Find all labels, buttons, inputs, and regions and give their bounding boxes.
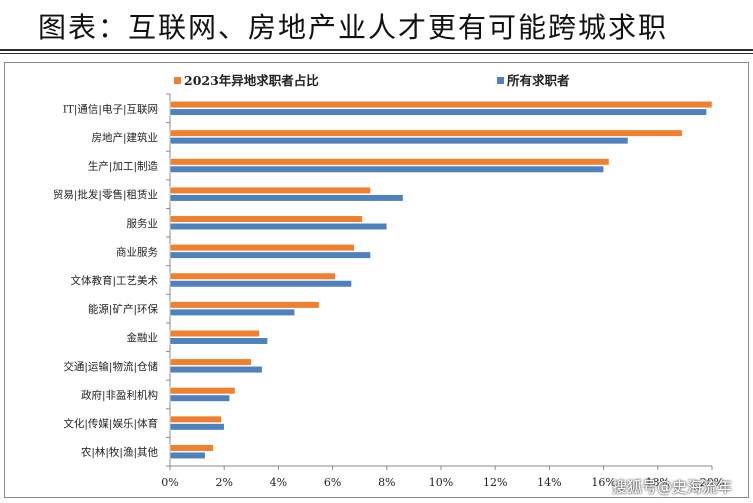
bar-all-seekers bbox=[169, 251, 371, 259]
bar-all-seekers bbox=[169, 194, 404, 202]
x-tick-label: 10% bbox=[429, 476, 453, 489]
category-label: 房地产|建筑业 bbox=[91, 131, 158, 145]
legend-label: 2023年异地求职者占比 bbox=[184, 73, 319, 88]
x-tick-label: 6% bbox=[324, 476, 341, 489]
bar-all-seekers bbox=[169, 366, 263, 374]
chart-frame bbox=[4, 62, 749, 498]
page-title: 图表：互联网、房地产业人才更有可能跨城求职 bbox=[38, 11, 669, 44]
title-rule-thick bbox=[0, 49, 753, 51]
category-label: 文体教育|工艺美术 bbox=[70, 274, 158, 288]
bar-all-seekers bbox=[169, 308, 295, 316]
category-label: 生产|加工|制造 bbox=[88, 160, 159, 174]
bar-all-seekers bbox=[169, 394, 230, 402]
category-label: 贸易|批发|零售|租赁业 bbox=[53, 188, 158, 202]
bar-all-seekers bbox=[169, 423, 225, 431]
bar-all-seekers bbox=[169, 165, 604, 173]
category-label: 交通|运输|物流|仓储 bbox=[63, 360, 158, 374]
watermark-text: 搜狐号@史海流年 bbox=[612, 478, 733, 496]
bar-2023-remote bbox=[169, 215, 363, 223]
category-label: 能源|矿产|环保 bbox=[88, 303, 159, 317]
bar-2023-remote bbox=[169, 358, 252, 366]
bar-all-seekers bbox=[169, 451, 206, 459]
bar-2023-remote bbox=[169, 387, 236, 395]
bar-2023-remote bbox=[169, 186, 371, 194]
x-tick-label: 18% bbox=[646, 476, 670, 489]
category-label: IT|通信|电子|互联网 bbox=[63, 102, 158, 116]
bar-all-seekers bbox=[169, 137, 629, 145]
bar-2023-remote bbox=[169, 158, 610, 166]
bar-2023-remote bbox=[169, 101, 713, 109]
legend-label: 所有求职者 bbox=[507, 73, 570, 88]
bar-2023-remote bbox=[169, 301, 320, 309]
category-label: 文化|传媒|娱乐|体育 bbox=[63, 417, 158, 431]
bar-all-seekers bbox=[169, 337, 268, 345]
bar-2023-remote bbox=[169, 129, 683, 137]
x-tick-label: 20% bbox=[700, 476, 724, 489]
x-tick-label: 4% bbox=[270, 476, 287, 489]
x-tick-label: 2% bbox=[215, 476, 232, 489]
bar-all-seekers bbox=[169, 223, 388, 231]
category-label: 政府|非盈利机构 bbox=[81, 388, 158, 402]
bar-2023-remote bbox=[169, 329, 260, 337]
category-label: 服务业 bbox=[127, 217, 159, 230]
legend-swatch bbox=[497, 77, 504, 84]
x-tick-label: 14% bbox=[537, 476, 561, 489]
category-label: 农|林|牧|渔|其他 bbox=[81, 446, 159, 460]
legend-swatch bbox=[174, 77, 181, 84]
bar-2023-remote bbox=[169, 444, 214, 452]
title-rule-thin bbox=[0, 53, 753, 54]
x-tick-label: 12% bbox=[483, 476, 507, 489]
bar-2023-remote bbox=[169, 244, 355, 252]
x-tick-label: 16% bbox=[591, 476, 615, 489]
category-label: 金融业 bbox=[127, 331, 159, 344]
bar-all-seekers bbox=[169, 108, 707, 116]
bar-all-seekers bbox=[169, 280, 352, 288]
x-tick-label: 0% bbox=[161, 476, 178, 489]
category-label: 商业服务 bbox=[116, 245, 158, 258]
bar-2023-remote bbox=[169, 272, 336, 280]
bar-2023-remote bbox=[169, 415, 222, 423]
x-tick-label: 8% bbox=[378, 476, 395, 489]
